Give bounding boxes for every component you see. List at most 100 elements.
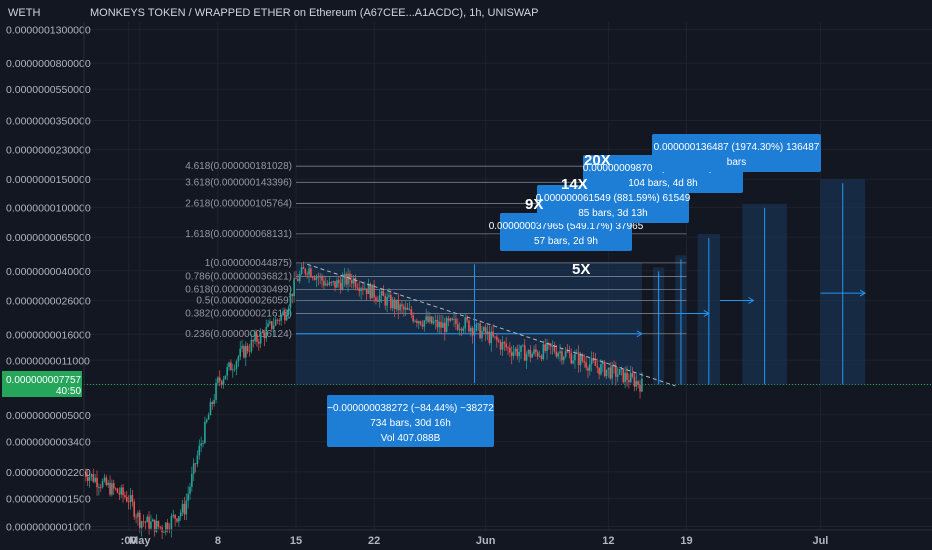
candle-body <box>410 309 413 316</box>
candle-body <box>551 346 554 347</box>
y-tick-label: 0.0000000550000 <box>6 84 91 96</box>
candle-body <box>510 352 513 357</box>
label-box-text: 57 bars, 2d 9h <box>534 236 598 247</box>
candle-body <box>337 280 340 283</box>
candle-body <box>200 443 202 446</box>
trend-line <box>307 263 676 387</box>
y-tick-label: 0.0000000350000 <box>6 115 91 127</box>
candle-body <box>507 347 509 349</box>
candle-body <box>308 268 310 275</box>
candle-body <box>103 477 106 481</box>
candle-body <box>304 268 307 274</box>
candle-body <box>176 518 178 522</box>
candle-body <box>118 492 121 495</box>
candle-body <box>235 361 238 369</box>
candle-body <box>512 351 515 357</box>
candle-body <box>241 346 243 349</box>
fib-level-label: 0.5(0.000000026059) <box>196 296 292 307</box>
candle-body <box>585 362 587 368</box>
candle-body <box>406 307 409 310</box>
candle-body <box>144 521 147 523</box>
candle-body <box>140 521 143 528</box>
candle-body <box>148 516 150 529</box>
candle-body <box>356 287 359 289</box>
fib-arrow-head <box>859 289 867 297</box>
candle-body <box>313 277 316 280</box>
candle-body <box>310 268 312 278</box>
candle-body <box>133 501 136 517</box>
candle-body <box>408 309 411 311</box>
x-tick-label: 15 <box>290 535 302 547</box>
candle-body <box>384 296 387 306</box>
fib-arrow-head <box>636 330 643 338</box>
candle-body <box>583 361 586 363</box>
fib-level-label: 0.786(0.000000036821) <box>185 272 292 283</box>
candle-body <box>365 288 368 294</box>
candle-body <box>187 493 189 501</box>
y-tick-label: 0.0000000040000 <box>6 266 91 278</box>
fib-level-label: 0.618(0.000000030499) <box>185 285 292 296</box>
candle-body <box>572 360 574 364</box>
candle-body <box>94 477 96 482</box>
label-box-text: 0.000000136487 (1974.30%) 136487 <box>654 142 820 153</box>
candle-body <box>380 290 383 296</box>
candle-body <box>323 280 325 286</box>
candle-body <box>191 473 193 487</box>
candle-body <box>456 324 459 330</box>
candle-body <box>388 295 390 297</box>
candle-body <box>248 351 251 352</box>
candle-body <box>300 267 303 274</box>
candle-body <box>460 328 463 331</box>
candle-body <box>434 320 437 322</box>
candle-body <box>466 317 468 321</box>
candle-body <box>231 369 234 371</box>
candle-body <box>393 299 396 310</box>
candle-body <box>378 295 381 302</box>
candle-body <box>220 381 223 385</box>
candle-body <box>114 488 117 490</box>
y-tick-label: 0.0000000003400 <box>6 437 91 449</box>
candle-body <box>112 483 115 489</box>
candle-body <box>544 344 546 351</box>
candle-body <box>278 320 281 321</box>
fib-level-label: 2.618(0.000000105764) <box>185 198 292 209</box>
candle-body <box>159 526 162 528</box>
y-axis[interactable]: 0.0000001300000 0.0000000800000 0.00000005… <box>6 22 91 533</box>
candle-body <box>99 487 102 488</box>
candle-body <box>549 343 552 347</box>
label-box-text: 734 bars, 30d 16h <box>370 418 451 429</box>
x-tick-label: :00 <box>121 535 137 547</box>
candle-body <box>486 331 489 335</box>
candle-body <box>285 314 288 321</box>
y-tick-label: 0.0000000002200 <box>6 467 91 479</box>
candle-body <box>527 349 530 354</box>
candle-body <box>261 332 264 334</box>
candle-body <box>399 304 401 311</box>
candle-body <box>373 284 375 298</box>
x-tick-label: 8 <box>215 535 221 547</box>
candle-body <box>360 288 362 292</box>
candle-body <box>561 351 563 361</box>
candle-body <box>101 480 104 488</box>
candle-body <box>298 273 301 281</box>
candle-body <box>611 364 613 379</box>
candle-body <box>535 349 537 353</box>
candle-body <box>271 321 273 330</box>
candle-body <box>462 328 465 331</box>
candle-body <box>367 283 370 294</box>
candle-body <box>570 353 573 364</box>
candle-body <box>209 402 212 416</box>
candle-body <box>587 367 589 371</box>
candle-body <box>332 281 334 283</box>
fib-level-label: 0.236(0.000000016124) <box>185 329 292 340</box>
multiplier-label: 14X <box>561 176 588 193</box>
candle-body <box>131 495 134 502</box>
candle-body <box>230 362 232 371</box>
candle-body <box>523 345 526 361</box>
fib-level-label: 4.618(0.000000181028) <box>185 161 292 172</box>
candle-body <box>440 321 442 328</box>
candle-body <box>397 299 400 311</box>
y-tick-label: 0.0000000016000 <box>6 329 91 341</box>
